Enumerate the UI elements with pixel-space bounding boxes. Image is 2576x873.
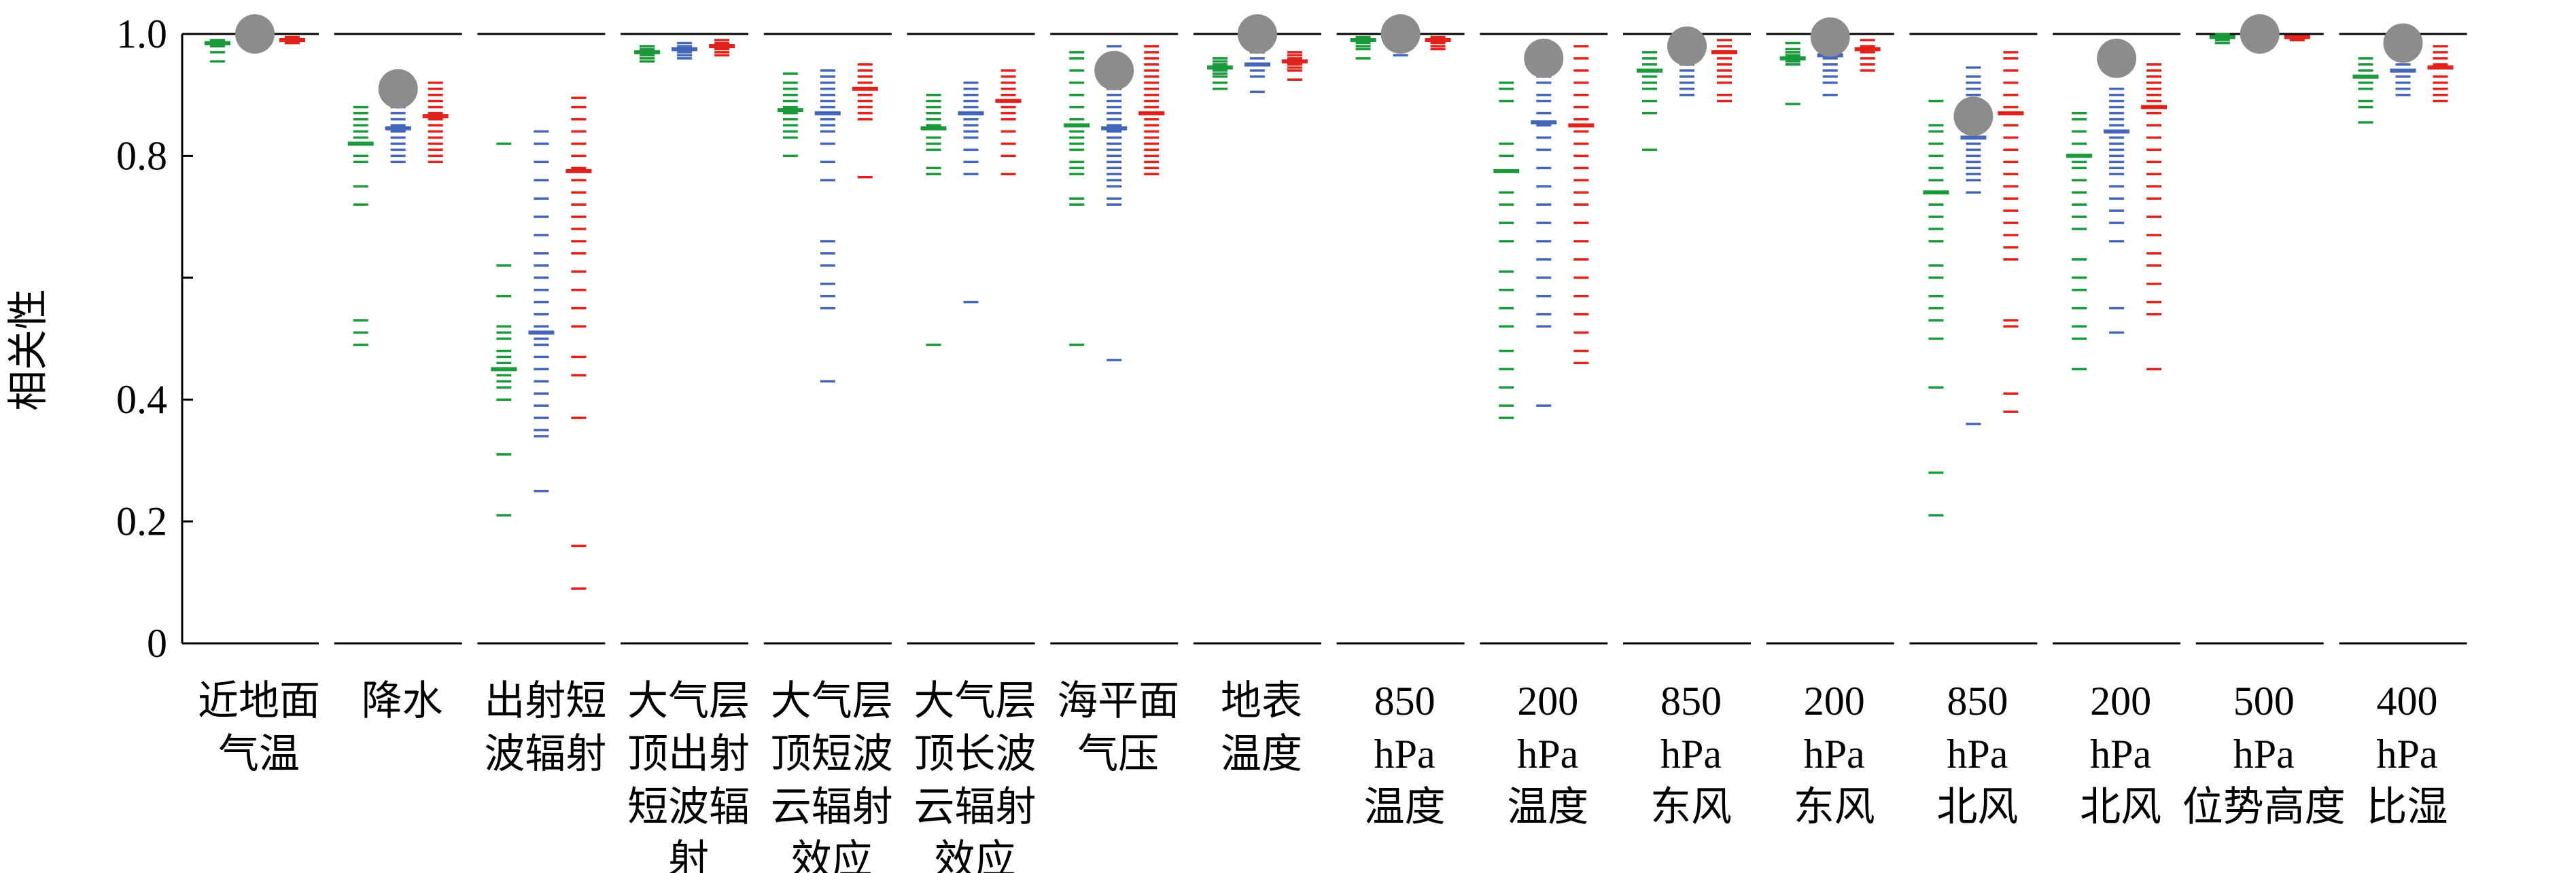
reference-circle	[378, 69, 418, 109]
category-label-line: hPa	[2233, 732, 2295, 777]
category-label-line: 海平面	[1057, 679, 1179, 724]
category-label-line: 波辐射	[484, 732, 606, 777]
category-label-line: 温度	[1507, 785, 1588, 830]
category-group	[2195, 14, 2324, 645]
reference-circle	[1237, 14, 1277, 54]
category-label-line: hPa	[1374, 732, 1435, 777]
category-label-line: hPa	[1517, 732, 1578, 777]
category-label-line: 顶短波	[771, 732, 893, 777]
category-group	[477, 33, 606, 645]
category-group	[1623, 26, 1751, 645]
y-tick-label: 0.8	[116, 133, 167, 178]
category-label-line: 850	[1374, 679, 1435, 724]
category-label-line: 200	[1804, 679, 1865, 724]
category-label-line: 云辐射	[771, 785, 893, 830]
reference-circle	[1524, 38, 1564, 78]
category-label-line: 200	[2090, 679, 2151, 724]
category-group	[1050, 33, 1179, 645]
category-label-line: 短波辐	[627, 785, 750, 830]
reference-circle	[1380, 14, 1421, 54]
category-label-line: 位势高度	[2182, 785, 2346, 830]
y-tick-label: 1.0	[116, 12, 167, 56]
category-group	[1193, 14, 1321, 645]
category-label-line: 东风	[1650, 785, 1732, 830]
category-group	[1336, 14, 1465, 645]
category-label-line: 东风	[1794, 785, 1875, 830]
category-label-line: 400	[2377, 679, 2438, 724]
category-label-line: 比湿	[2367, 785, 2448, 830]
category-label-line: 500	[2233, 679, 2295, 724]
category-label-line: 气温	[218, 732, 300, 777]
category-label-line: 近地面	[198, 679, 320, 724]
category-label-line: 气压	[1077, 732, 1159, 777]
category-label-line: 顶出射	[627, 732, 750, 777]
category-label-line: hPa	[1947, 732, 2008, 777]
reference-circle	[2383, 23, 2423, 63]
category-group	[1766, 17, 1894, 645]
reference-circle	[2240, 14, 2280, 54]
category-label-line: 温度	[1364, 785, 1446, 830]
category-label-line: 850	[1947, 679, 2008, 724]
category-group	[334, 33, 462, 645]
y-axis: 0 0.2 0.4 0.8 1.0	[116, 12, 193, 666]
category-label-line: hPa	[2377, 732, 2438, 777]
reference-circle	[1667, 26, 1707, 66]
y-axis-title: 相关性	[5, 289, 52, 411]
category-label-line: 出射短	[484, 679, 606, 724]
category-label-line: hPa	[2090, 732, 2151, 777]
category-label-line: hPa	[1804, 732, 1865, 777]
category-label-line: 大气层	[771, 679, 893, 724]
y-tick-label: 0.2	[116, 499, 167, 544]
reference-circle	[1094, 50, 1134, 90]
category-group	[1480, 33, 1608, 645]
category-group	[1909, 33, 2038, 645]
category-group	[191, 14, 319, 645]
category-group	[763, 33, 892, 645]
reference-circle	[2097, 38, 2137, 78]
category-label-line: 顶长波	[914, 732, 1037, 777]
category-group	[2339, 23, 2467, 645]
category-label-line: 850	[1660, 679, 1722, 724]
category-label-line: 降水	[362, 679, 443, 724]
plot-area	[191, 14, 2467, 645]
category-label-line: 效应	[791, 838, 873, 873]
category-label-line: 效应	[935, 838, 1016, 873]
category-label-line: 北风	[1936, 785, 2018, 830]
category-label-line: 射	[668, 838, 709, 873]
category-group	[2053, 33, 2181, 645]
reference-circle	[1953, 96, 1994, 137]
reference-circle	[235, 14, 275, 54]
category-group	[907, 33, 1035, 645]
category-label-line: 温度	[1221, 732, 1302, 777]
category-label-line: hPa	[1660, 732, 1722, 777]
y-tick-label: 0	[147, 621, 167, 666]
category-group	[621, 33, 749, 645]
category-label-line: 地表	[1221, 679, 1302, 724]
reference-circle	[1810, 17, 1850, 57]
category-label-line: 云辐射	[914, 785, 1037, 830]
category-label-line: 大气层	[914, 679, 1037, 724]
category-label-line: 大气层	[627, 679, 750, 724]
category-label-line: 北风	[2080, 785, 2161, 830]
y-tick-label: 0.4	[116, 377, 167, 422]
category-label-line: 200	[1517, 679, 1578, 724]
